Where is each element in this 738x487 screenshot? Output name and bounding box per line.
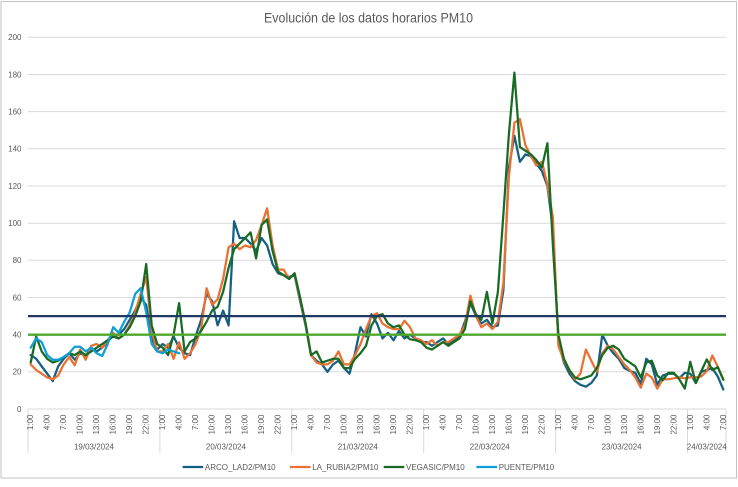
- svg-text:22:00: 22:00: [669, 414, 678, 435]
- svg-text:19/03/2024: 19/03/2024: [74, 443, 115, 452]
- svg-text:19:00: 19:00: [521, 414, 530, 435]
- svg-text:1:00: 1:00: [554, 414, 563, 430]
- svg-text:1:00: 1:00: [686, 414, 695, 430]
- svg-text:22:00: 22:00: [274, 414, 283, 435]
- svg-text:16:00: 16:00: [636, 414, 645, 435]
- svg-text:80: 80: [13, 256, 22, 265]
- svg-text:7:00: 7:00: [455, 414, 464, 430]
- svg-text:19:00: 19:00: [125, 414, 134, 435]
- svg-text:22:00: 22:00: [537, 414, 546, 435]
- svg-text:4:00: 4:00: [439, 414, 448, 430]
- svg-text:LA_RUBIA2/PM10: LA_RUBIA2/PM10: [312, 463, 379, 472]
- svg-text:20: 20: [13, 368, 22, 377]
- svg-text:16:00: 16:00: [373, 414, 382, 435]
- svg-text:16:00: 16:00: [504, 414, 513, 435]
- svg-text:19:00: 19:00: [653, 414, 662, 435]
- svg-text:1:00: 1:00: [26, 414, 35, 430]
- svg-text:120: 120: [8, 182, 22, 191]
- svg-text:4:00: 4:00: [702, 414, 711, 430]
- svg-text:22:00: 22:00: [406, 414, 415, 435]
- svg-text:16:00: 16:00: [109, 414, 118, 435]
- svg-text:13:00: 13:00: [620, 414, 629, 435]
- svg-text:ARCO_LAD2/PM10: ARCO_LAD2/PM10: [205, 463, 276, 472]
- svg-text:16:00: 16:00: [241, 414, 250, 435]
- svg-text:7:00: 7:00: [587, 414, 596, 430]
- svg-text:1:00: 1:00: [158, 414, 167, 430]
- svg-text:10:00: 10:00: [208, 414, 217, 435]
- svg-text:40: 40: [13, 331, 22, 340]
- svg-text:10:00: 10:00: [603, 414, 612, 435]
- svg-text:10:00: 10:00: [76, 414, 85, 435]
- svg-text:60: 60: [13, 293, 22, 302]
- svg-text:180: 180: [8, 70, 22, 79]
- svg-text:4:00: 4:00: [175, 414, 184, 430]
- svg-text:4:00: 4:00: [570, 414, 579, 430]
- svg-text:10:00: 10:00: [340, 414, 349, 435]
- svg-text:20/03/2024: 20/03/2024: [206, 443, 247, 452]
- svg-text:24/03/2024: 24/03/2024: [687, 443, 728, 452]
- svg-text:21/03/2024: 21/03/2024: [338, 443, 379, 452]
- svg-text:7:00: 7:00: [323, 414, 332, 430]
- svg-text:1:00: 1:00: [422, 414, 431, 430]
- svg-text:4:00: 4:00: [43, 414, 52, 430]
- svg-text:140: 140: [8, 145, 22, 154]
- svg-text:13:00: 13:00: [488, 414, 497, 435]
- svg-text:200: 200: [8, 33, 22, 42]
- svg-text:19:00: 19:00: [257, 414, 266, 435]
- svg-text:7:00: 7:00: [191, 414, 200, 430]
- svg-text:4:00: 4:00: [307, 414, 316, 430]
- svg-text:Evolución de los datos horario: Evolución de los datos horarios PM10: [264, 10, 473, 26]
- svg-text:0: 0: [17, 405, 22, 414]
- svg-text:100: 100: [8, 219, 22, 228]
- svg-text:13:00: 13:00: [356, 414, 365, 435]
- svg-text:13:00: 13:00: [224, 414, 233, 435]
- svg-text:22:00: 22:00: [142, 414, 151, 435]
- svg-text:VEGASIC/PM10: VEGASIC/PM10: [406, 463, 465, 472]
- svg-text:10:00: 10:00: [471, 414, 480, 435]
- svg-text:23/03/2024: 23/03/2024: [602, 443, 643, 452]
- svg-text:22/03/2024: 22/03/2024: [470, 443, 511, 452]
- svg-text:19:00: 19:00: [389, 414, 398, 435]
- svg-text:13:00: 13:00: [92, 414, 101, 435]
- svg-text:PUENTE/PM10: PUENTE/PM10: [499, 463, 555, 472]
- svg-text:7:00: 7:00: [719, 414, 728, 430]
- svg-text:7:00: 7:00: [59, 414, 68, 430]
- svg-text:1:00: 1:00: [290, 414, 299, 430]
- svg-text:160: 160: [8, 107, 22, 116]
